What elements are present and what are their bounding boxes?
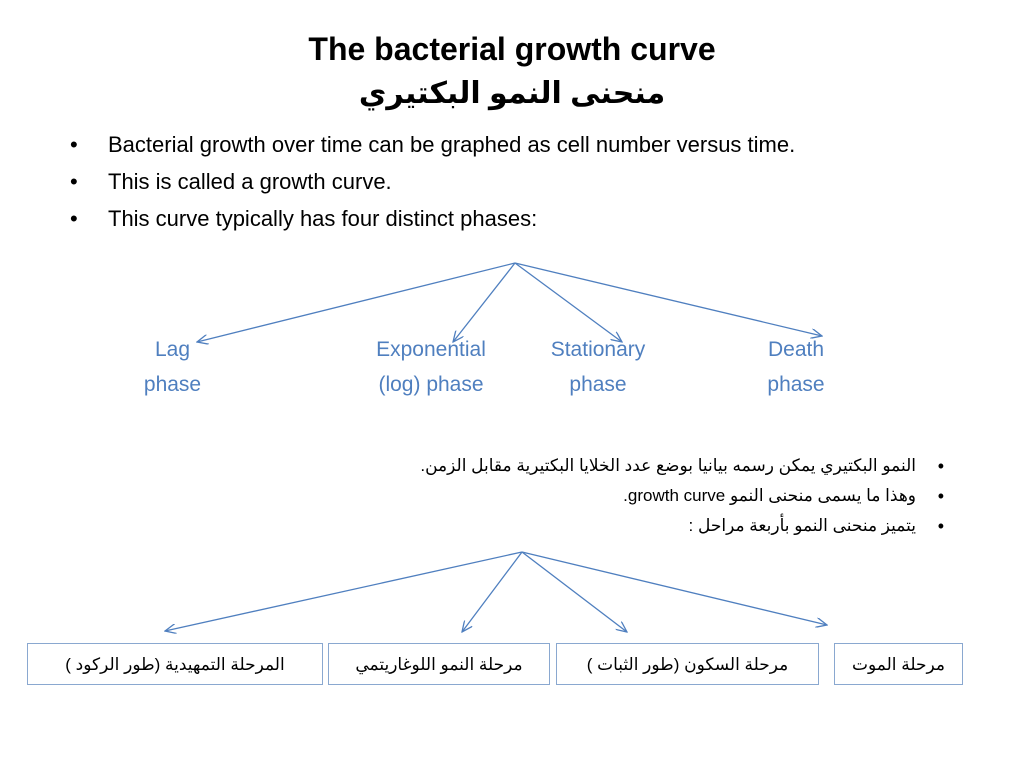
- phase-line2: (log) phase: [378, 373, 484, 396]
- arrow-to-stationary: [514, 262, 622, 342]
- phase-box-death-ar: مرحلة الموت: [834, 643, 963, 685]
- arrow-to-stationary-ar: [521, 551, 627, 632]
- arrow-to-exponential: [453, 262, 516, 342]
- bullet-item-ar: النمو البكتيري يمكن رسمه بيانيا بوضع عدد…: [304, 452, 944, 482]
- arrow-to-log-ar: [462, 551, 523, 632]
- english-bullet-list: Bacterial growth over time can be graphe…: [70, 130, 795, 241]
- arrow-to-lag-ar: [165, 551, 523, 631]
- phase-line1: Stationary: [550, 338, 646, 361]
- phase-label-lag: Lag phase: [125, 332, 220, 402]
- bullet-item-ar: وهذا ما يسمى منحنى النمو growth curve.: [304, 482, 944, 512]
- title-english: The bacterial growth curve: [308, 31, 716, 67]
- bullet-item: This curve typically has four distinct p…: [70, 204, 795, 241]
- phase-line1: Lag: [154, 338, 191, 361]
- phase-label-stationary: Stationary phase: [532, 332, 664, 402]
- arrow-to-death: [514, 262, 822, 336]
- bullet-item: This is called a growth curve.: [70, 167, 795, 204]
- arabic-bullet-list: النمو البكتيري يمكن رسمه بيانيا بوضع عدد…: [304, 452, 944, 542]
- phase-line1: Death: [767, 338, 825, 361]
- title-arabic: منحنى النمو البكتيري: [358, 77, 666, 110]
- bullet-item: Bacterial growth over time can be graphe…: [70, 130, 795, 167]
- arrow-to-lag: [197, 262, 516, 342]
- lower-arrows: [165, 551, 827, 632]
- phase-label-exponential: Exponential (log) phase: [355, 332, 507, 402]
- upper-arrows: [197, 262, 822, 342]
- phase-box-log-ar: مرحلة النمو اللوغاريتمي: [328, 643, 550, 685]
- phase-line2: phase: [569, 373, 627, 396]
- phase-box-lag-ar: المرحلة التمهيدية (طور الركود ): [27, 643, 323, 685]
- phase-line1: Exponential: [376, 338, 486, 361]
- phase-label-death: Death phase: [742, 332, 850, 402]
- phase-line2: phase: [143, 373, 202, 396]
- bullet-item-ar: يتميز منحنى النمو بأربعة مراحل :: [304, 512, 944, 542]
- phase-box-stationary-ar: مرحلة السكون (طور الثبات ): [556, 643, 819, 685]
- arrow-to-death-ar: [521, 551, 827, 625]
- phase-line2: phase: [767, 373, 825, 396]
